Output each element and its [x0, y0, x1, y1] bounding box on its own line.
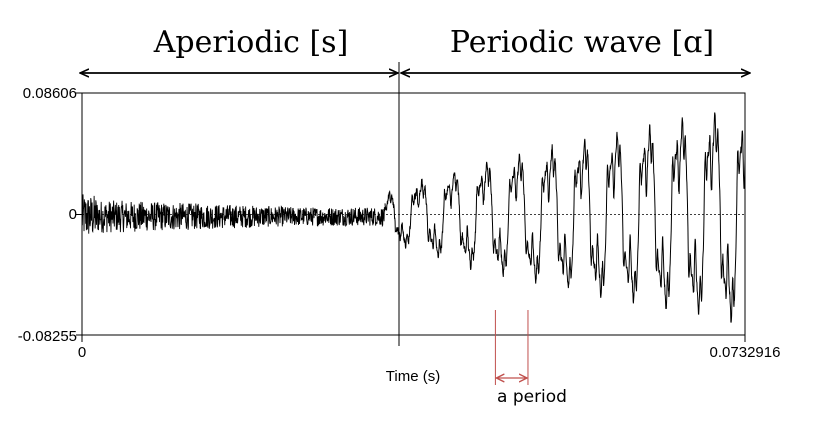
periodic-label: Periodic wave [ɑ] — [450, 25, 714, 60]
waveform-periodic-line — [384, 112, 746, 323]
aperiodic-label: Aperiodic [s] — [153, 25, 349, 60]
waveform-aperiodic-line — [81, 194, 386, 234]
y-tick-label-min: -0.08255 — [18, 328, 77, 345]
x-tick-label-end: 0.0732916 — [710, 344, 781, 361]
y-tick-label-zero: 0 — [69, 206, 77, 223]
period-label: a period — [497, 387, 567, 407]
x-tick-label-start: 0 — [78, 344, 86, 361]
x-axis-label: Time (s) — [386, 368, 440, 385]
y-tick-label-max: 0.08606 — [23, 85, 77, 102]
